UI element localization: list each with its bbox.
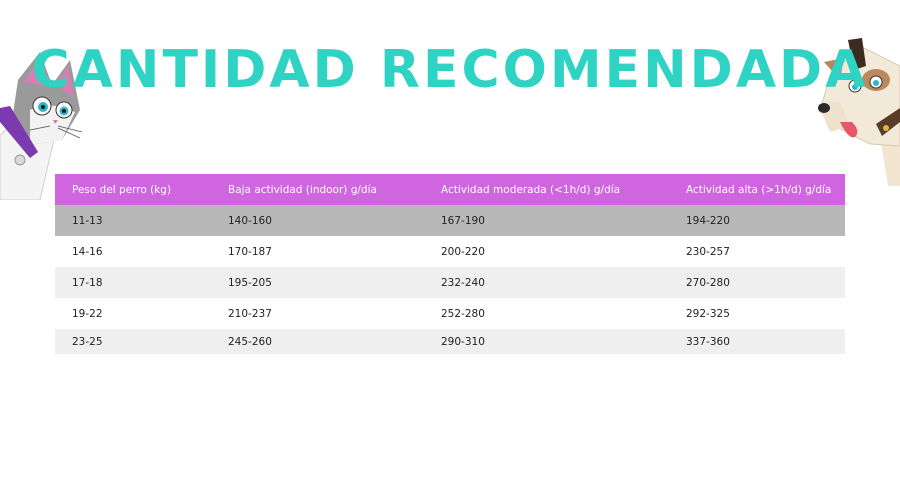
cell-high-activity: 194-220 bbox=[669, 205, 845, 236]
table-row: 19-22 210-237 252-280 292-325 bbox=[55, 298, 845, 329]
cell-high-activity: 230-257 bbox=[669, 236, 845, 267]
cell-low-activity: 140-160 bbox=[211, 205, 424, 236]
cell-weight: 23-25 bbox=[55, 329, 211, 354]
column-header-weight: Peso del perro (kg) bbox=[55, 174, 211, 205]
cell-low-activity: 245-260 bbox=[211, 329, 424, 354]
cell-high-activity: 292-325 bbox=[669, 298, 845, 329]
cell-moderate-activity: 167-190 bbox=[424, 205, 669, 236]
cell-high-activity: 337-360 bbox=[669, 329, 845, 354]
cat-illustration bbox=[0, 52, 83, 200]
feeding-table-container: Peso del perro (kg) Baja actividad (indo… bbox=[55, 174, 845, 354]
table-row: 17-18 195-205 232-240 270-280 bbox=[55, 267, 845, 298]
table-row: 11-13 140-160 167-190 194-220 bbox=[55, 205, 845, 236]
cell-moderate-activity: 200-220 bbox=[424, 236, 669, 267]
cell-low-activity: 210-237 bbox=[211, 298, 424, 329]
cell-low-activity: 195-205 bbox=[211, 267, 424, 298]
dog-illustration bbox=[818, 38, 900, 186]
cell-moderate-activity: 232-240 bbox=[424, 267, 669, 298]
table-row: 23-25 245-260 290-310 337-360 bbox=[55, 329, 845, 354]
cell-weight: 14-16 bbox=[55, 236, 211, 267]
cell-moderate-activity: 290-310 bbox=[424, 329, 669, 354]
cell-weight: 17-18 bbox=[55, 267, 211, 298]
table-header-row: Peso del perro (kg) Baja actividad (indo… bbox=[55, 174, 845, 205]
cell-weight: 11-13 bbox=[55, 205, 211, 236]
cell-low-activity: 170-187 bbox=[211, 236, 424, 267]
page-title: CANTIDAD RECOMENDADA bbox=[31, 40, 869, 100]
column-header-high-activity: Actividad alta (>1h/d) g/día bbox=[669, 174, 845, 205]
feeding-table: Peso del perro (kg) Baja actividad (indo… bbox=[55, 174, 845, 354]
cell-high-activity: 270-280 bbox=[669, 267, 845, 298]
cell-moderate-activity: 252-280 bbox=[424, 298, 669, 329]
cell-weight: 19-22 bbox=[55, 298, 211, 329]
table-row: 14-16 170-187 200-220 230-257 bbox=[55, 236, 845, 267]
column-header-moderate-activity: Actividad moderada (<1h/d) g/día bbox=[424, 174, 669, 205]
column-header-low-activity: Baja actividad (indoor) g/día bbox=[211, 174, 424, 205]
